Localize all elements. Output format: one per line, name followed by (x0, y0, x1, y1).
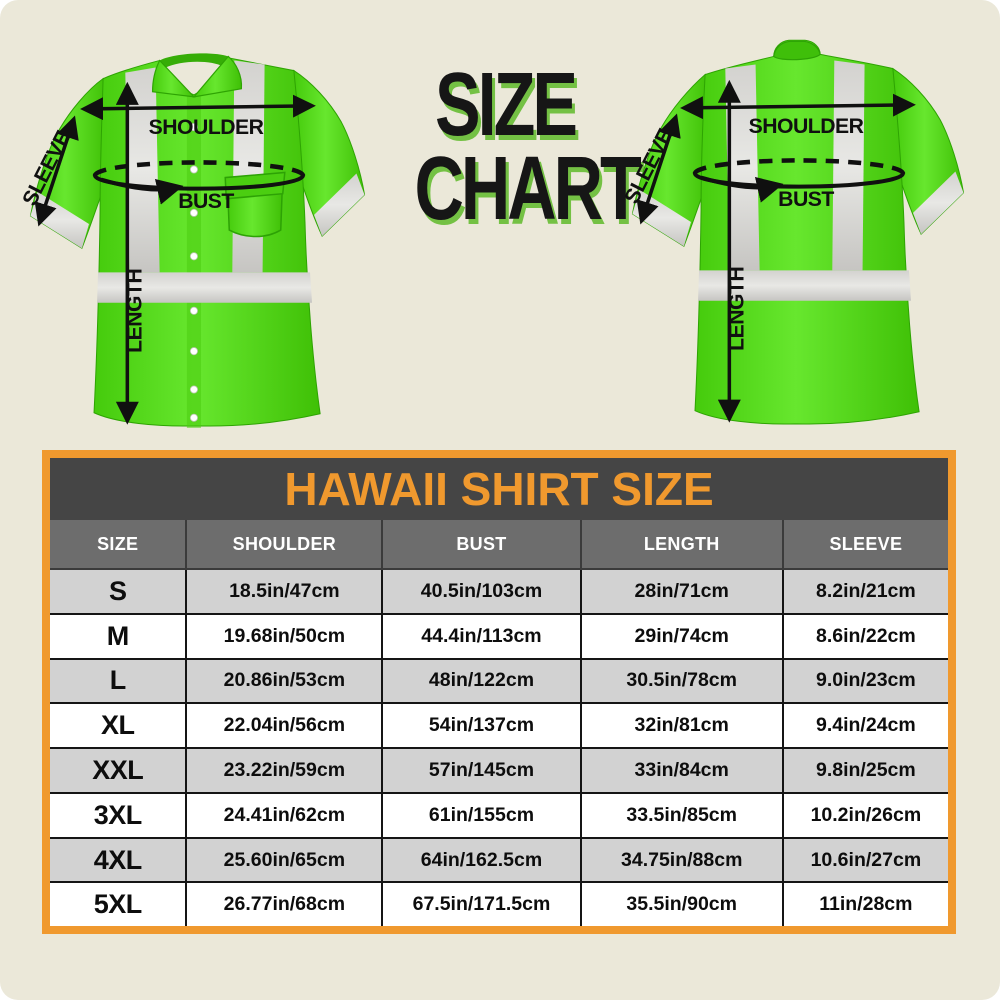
front-bust-label: BUST (178, 190, 234, 213)
measurement-cell: 64in/162.5cm (381, 836, 582, 884)
back-right-cuff-stripe (913, 171, 964, 235)
page-title: SIZE CHART (386, 55, 642, 239)
measurement-cell: 19.68in/50cm (185, 612, 384, 660)
back-waist-stripe (698, 270, 912, 301)
measurement-cell: 29in/74cm (579, 612, 784, 660)
front-bust-arrow (100, 177, 184, 205)
table-row: XL 22.04in/56cm 54in/137cm 32in/81cm 9.4in/2… (50, 702, 948, 750)
table-row: L 20.86in/53cm 48in/122cm 30.5in/78cm 9.0in/… (50, 657, 948, 705)
size-cell: L (50, 657, 188, 705)
measurement-cell: 40.5in/103cm (381, 568, 582, 615)
measurement-cell: 23.22in/59cm (185, 747, 384, 794)
measurement-cell: 20.86in/53cm (185, 657, 384, 705)
size-cell: 3XL (50, 791, 188, 839)
measurement-cell: 57in/145cm (381, 747, 582, 794)
front-measure-annotations (34, 81, 316, 425)
measurement-cell: 33.5in/85cm (579, 791, 784, 839)
column-header-length: LENGTH (579, 520, 784, 570)
size-cell: XL (50, 702, 188, 750)
size-cell: 5XL (50, 881, 188, 926)
size-cell: M (50, 612, 188, 660)
measurement-cell: 22.04in/56cm (185, 702, 384, 750)
title-line-1: SIZE (435, 55, 578, 155)
measurement-cell: 9.0in/23cm (781, 657, 948, 705)
front-collar-right-flap (192, 55, 243, 98)
measurement-cell: 30.5in/78cm (579, 657, 784, 705)
measurement-cell: 9.8in/25cm (781, 747, 948, 794)
front-buttons (189, 123, 198, 422)
column-header-bust: BUST (381, 520, 582, 570)
measurement-cell: 34.75in/88cm (579, 836, 784, 884)
front-length-label: LENGTH (123, 269, 146, 353)
size-cell: XXL (50, 747, 188, 794)
measurement-cell: 28in/71cm (579, 568, 784, 615)
front-collar-left-flap (151, 59, 196, 98)
front-collar-stand (159, 53, 229, 68)
table-row: XXL 23.22in/59cm 57in/145cm 33in/84cm 9.8in/… (50, 747, 948, 794)
front-shoulder-arrow (80, 94, 316, 121)
back-collar (773, 40, 821, 61)
front-waist-stripe (97, 272, 313, 303)
measurement-cell: 67.5in/171.5cm (381, 881, 582, 926)
back-sleeve-arrow (636, 113, 681, 225)
measurement-cell: 10.2in/26cm (781, 791, 948, 839)
front-left-stripe (125, 67, 160, 273)
back-shoulder-label: SHOULDER (749, 115, 864, 138)
table-row: 3XL 24.41in/62cm 61in/155cm 33.5in/85cm 10.2… (50, 791, 948, 839)
size-table: HAWAII SHIRT SIZE SIZE SHOULDER BUST LENGTH… (42, 450, 956, 934)
measurement-cell: 54in/137cm (381, 702, 582, 750)
measurement-cell: 9.4in/24cm (781, 702, 948, 750)
size-table-body: S 18.5in/47cm 40.5in/103cm 28in/71cm 8.2in/2… (50, 568, 948, 926)
table-row: S 18.5in/47cm 40.5in/103cm 28in/71cm 8.2in/2… (50, 568, 948, 615)
measurement-cell: 44.4in/113cm (381, 612, 582, 660)
measurement-cell: 18.5in/47cm (185, 568, 384, 615)
measurement-cell: 61in/155cm (381, 791, 582, 839)
back-shoulder-arrow (680, 93, 916, 120)
measurement-cell: 35.5in/90cm (579, 881, 784, 926)
size-table-head-row: SIZE SHOULDER BUST LENGTH SLEEVE (50, 520, 948, 570)
measurement-cell: 8.2in/21cm (781, 568, 948, 615)
column-header-size: SIZE (50, 520, 188, 570)
front-shirt-illustration: SHOULDER BUST SLEEVE LENGTH (18, 53, 366, 428)
measurement-cell: 11in/28cm (781, 881, 948, 926)
measurement-cell: 25.60in/65cm (185, 836, 384, 884)
measurement-cell: 33in/84cm (579, 747, 784, 794)
column-header-shoulder: SHOULDER (185, 520, 384, 570)
back-shirt-illustration: SHOULDER BUST SLEEVE LENGTH (620, 39, 965, 425)
size-table-grid: SIZE SHOULDER BUST LENGTH SLEEVE S 18.5in/47c… (50, 520, 948, 926)
front-sleeve-arrow (34, 115, 79, 227)
front-shoulder-label: SHOULDER (149, 116, 264, 139)
back-length-label: LENGTH (725, 267, 748, 351)
table-row: 4XL 25.60in/65cm 64in/162.5cm 34.75in/88cm 1… (50, 836, 948, 884)
back-right-stripe (832, 60, 865, 271)
size-cell: 4XL (50, 836, 188, 884)
table-title: HAWAII SHIRT SIZE (50, 458, 948, 520)
front-right-cuff-stripe (314, 173, 365, 237)
table-row: 5XL 26.77in/68cm 67.5in/171.5cm 35.5in/90cm… (50, 881, 948, 926)
back-bust-label: BUST (778, 188, 834, 211)
measurement-cell: 26.77in/68cm (185, 881, 384, 926)
column-header-sleeve: SLEEVE (781, 520, 948, 570)
measurement-cell: 32in/81cm (579, 702, 784, 750)
back-measure-annotations (636, 79, 916, 423)
measurement-cell: 24.41in/62cm (185, 791, 384, 839)
size-cell: S (50, 568, 188, 615)
table-row: M 19.68in/50cm 44.4in/113cm 29in/74cm 8.6in/… (50, 612, 948, 660)
back-bust-arrow (700, 175, 784, 203)
front-placket (186, 94, 202, 428)
front-shirt-graphic (29, 53, 366, 428)
measurement-cell: 10.6in/27cm (781, 836, 948, 884)
measurement-cell: 48in/122cm (381, 657, 582, 705)
title-line-2: CHART (414, 138, 642, 239)
back-shirt-graphic (631, 39, 965, 425)
front-shirt-diagram: SHOULDER BUST SLEEVE LENGTH (6, 8, 394, 442)
measurement-cell: 8.6in/22cm (781, 612, 948, 660)
back-shirt-diagram: SHOULDER BUST SLEEVE LENGTH (608, 8, 996, 442)
